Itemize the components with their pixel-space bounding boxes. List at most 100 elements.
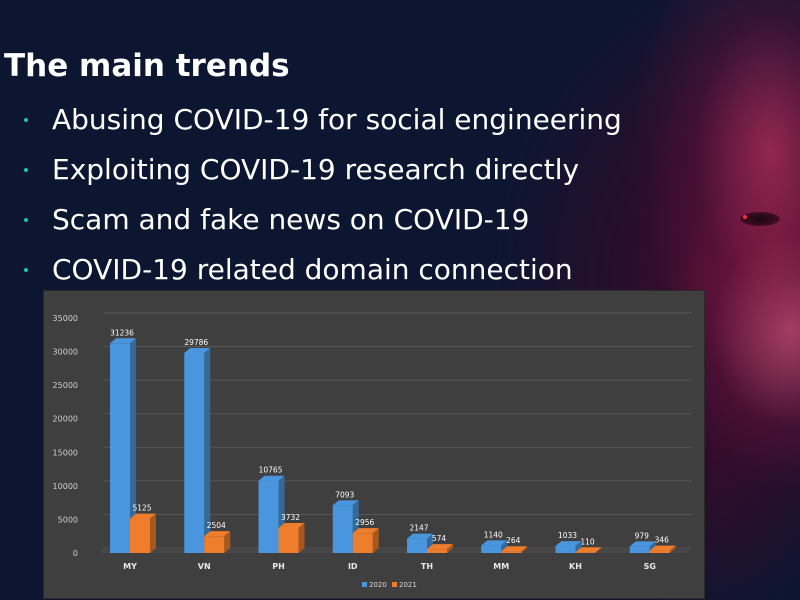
data-label: 110 xyxy=(580,537,595,546)
bar-side xyxy=(150,513,156,553)
bar-top xyxy=(555,541,582,547)
bar xyxy=(332,505,353,553)
bar-top xyxy=(481,540,508,546)
bullet-dot xyxy=(24,168,28,172)
bar-side xyxy=(575,541,582,553)
bullet-dot xyxy=(24,118,28,122)
bar-chart: 0 5000 10000 15000 20000 25000 30000 35000 31236… xyxy=(44,291,704,598)
x-tick-label: SG xyxy=(644,562,656,571)
y-tick-label: 10000 xyxy=(53,482,78,491)
eye-highlight xyxy=(743,215,747,219)
y-tick-label: 0 xyxy=(73,549,78,558)
bar-top xyxy=(352,528,379,534)
bar-top xyxy=(332,500,359,506)
bar xyxy=(407,538,427,553)
legend-label: 2021 xyxy=(399,581,417,589)
bar-side xyxy=(447,544,453,553)
bar-side xyxy=(224,531,231,553)
bar xyxy=(204,536,225,553)
bar xyxy=(629,546,650,553)
bar-top xyxy=(427,544,453,550)
bar-side xyxy=(521,546,528,553)
legend-swatch xyxy=(362,582,367,587)
bar xyxy=(501,551,522,553)
bullet-list: Abusing COVID-19 for social engineering … xyxy=(0,100,622,300)
data-label: 31236 xyxy=(110,328,134,337)
bar-chart-svg: 0 5000 10000 15000 20000 25000 30000 35000 31236… xyxy=(53,312,692,589)
y-tick-label: 25000 xyxy=(53,381,78,390)
x-tick-label: PH xyxy=(272,562,285,571)
bar-top xyxy=(258,475,285,481)
bar-side xyxy=(204,348,211,553)
slide-title: The main trends xyxy=(4,48,290,84)
bullet-dot xyxy=(24,218,28,222)
bar xyxy=(110,343,130,553)
data-label: 10765 xyxy=(259,466,283,475)
x-tick-label: ID xyxy=(348,562,358,571)
bar xyxy=(352,533,373,553)
bar-side xyxy=(501,540,508,553)
bar-side xyxy=(595,547,602,553)
bar xyxy=(258,480,279,553)
data-label: 979 xyxy=(635,531,650,540)
bar xyxy=(278,527,299,553)
y-tick-label: 15000 xyxy=(53,448,78,457)
bar xyxy=(481,545,502,553)
bullet-text: Scam and fake news on COVID-19 xyxy=(52,203,530,236)
data-label: 264 xyxy=(506,536,521,545)
bar-side xyxy=(130,338,136,553)
data-label: 346 xyxy=(655,536,670,545)
x-tick-label: MY xyxy=(123,562,137,571)
x-tick-label: VN xyxy=(198,562,211,571)
bar-top xyxy=(501,546,528,552)
eye-shadow xyxy=(740,212,780,226)
bullet-text: COVID-19 related domain connection xyxy=(52,253,573,286)
bar-top xyxy=(407,533,433,539)
x-tick-label: MM xyxy=(493,562,509,571)
data-label: 574 xyxy=(432,534,447,543)
y-tick-label: 30000 xyxy=(53,348,78,357)
data-label: 7093 xyxy=(335,490,354,499)
y-tick-label: 5000 xyxy=(58,515,78,524)
data-label: 1140 xyxy=(484,530,503,539)
bar xyxy=(555,546,576,553)
bullet-text: Abusing COVID-19 for social engineering xyxy=(52,103,622,136)
bullet-item: Exploiting COVID-19 research directly xyxy=(0,150,622,200)
y-tick-label: 20000 xyxy=(53,415,78,424)
x-tick-label: KH xyxy=(569,562,582,571)
bullet-dot xyxy=(24,268,28,272)
bar-top xyxy=(629,541,656,547)
bar-side xyxy=(298,522,305,553)
bar xyxy=(649,550,670,553)
chart-floor xyxy=(98,548,692,553)
data-label: 2956 xyxy=(355,518,374,527)
data-label: 3732 xyxy=(281,513,300,522)
bullet-item: Scam and fake news on COVID-19 xyxy=(0,200,622,250)
bar-side xyxy=(372,528,379,553)
data-label: 5125 xyxy=(132,504,151,513)
bar xyxy=(184,353,205,553)
data-label: 29786 xyxy=(184,338,208,347)
bar-side xyxy=(669,545,676,553)
bullet-item: COVID-19 related domain connection xyxy=(0,250,622,300)
bar-top xyxy=(184,348,211,354)
bar-top xyxy=(649,545,676,551)
bar xyxy=(427,549,447,553)
y-tick-label: 35000 xyxy=(53,314,78,323)
legend-label: 2020 xyxy=(369,581,387,589)
bar xyxy=(130,518,150,553)
bar-top xyxy=(278,522,305,528)
data-label: 2147 xyxy=(409,524,428,533)
bar-top xyxy=(130,513,156,519)
bullet-item: Abusing COVID-19 for social engineering xyxy=(0,100,622,150)
bar-top xyxy=(204,531,231,537)
data-label: 1033 xyxy=(558,531,577,540)
x-tick-label: TH xyxy=(421,562,433,571)
legend-swatch xyxy=(392,582,397,587)
bar-top xyxy=(110,338,136,344)
data-label: 2504 xyxy=(207,521,226,530)
bar-top xyxy=(575,547,602,553)
bar xyxy=(575,552,596,553)
bullet-text: Exploiting COVID-19 research directly xyxy=(52,153,580,186)
